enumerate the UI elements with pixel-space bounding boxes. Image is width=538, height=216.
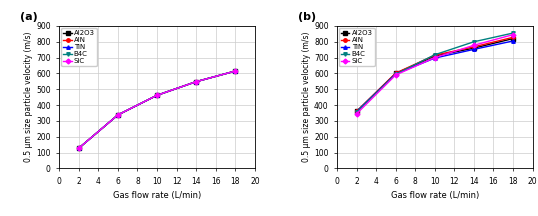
AlN	[193, 80, 200, 83]
SiC	[353, 113, 360, 115]
SiC	[75, 147, 82, 149]
Line: TiN: TiN	[77, 69, 237, 150]
B4C	[115, 114, 121, 116]
AlN	[392, 72, 399, 75]
Al2O3	[353, 110, 360, 113]
TiN	[353, 110, 360, 113]
AlN	[232, 70, 238, 72]
TiN	[510, 40, 516, 42]
SiC	[471, 44, 477, 46]
B4C	[471, 40, 477, 43]
SiC	[232, 70, 238, 72]
Legend: Al2O3, AlN, TiN, B4C, SiC: Al2O3, AlN, TiN, B4C, SiC	[61, 28, 97, 66]
Y-axis label: 0.5 μm size particle velocity (m/s): 0.5 μm size particle velocity (m/s)	[24, 32, 33, 162]
B4C	[232, 70, 238, 72]
Line: B4C: B4C	[77, 69, 237, 150]
TiN	[154, 94, 160, 97]
AlN	[471, 46, 477, 48]
AlN	[431, 54, 438, 57]
TiN	[392, 73, 399, 75]
B4C	[193, 80, 200, 83]
Line: Al2O3: Al2O3	[77, 69, 237, 150]
SiC	[392, 74, 399, 76]
B4C	[154, 94, 160, 97]
SiC	[154, 94, 160, 97]
SiC	[510, 33, 516, 36]
Al2O3	[193, 80, 200, 83]
B4C	[75, 147, 82, 149]
AlN	[154, 94, 160, 97]
Text: (b): (b)	[298, 12, 316, 22]
Al2O3	[232, 70, 238, 72]
Al2O3	[471, 47, 477, 49]
SiC	[431, 56, 438, 59]
Line: TiN: TiN	[355, 39, 515, 114]
TiN	[471, 48, 477, 51]
SiC	[193, 80, 200, 83]
Legend: Al2O3, AlN, TiN, B4C, SiC: Al2O3, AlN, TiN, B4C, SiC	[339, 28, 374, 66]
Line: AlN: AlN	[355, 36, 515, 113]
Text: (a): (a)	[20, 12, 38, 22]
B4C	[510, 32, 516, 34]
TiN	[431, 57, 438, 59]
TiN	[115, 114, 121, 116]
Line: Al2O3: Al2O3	[355, 37, 515, 113]
Line: AlN: AlN	[77, 69, 237, 150]
Al2O3	[154, 94, 160, 97]
Al2O3	[75, 147, 82, 149]
Y-axis label: 0.5 μm size particle velocity (m/s): 0.5 μm size particle velocity (m/s)	[302, 32, 312, 162]
TiN	[232, 70, 238, 72]
Line: SiC: SiC	[77, 69, 237, 150]
X-axis label: Gas flow rate (L/min): Gas flow rate (L/min)	[391, 191, 479, 200]
TiN	[75, 147, 82, 149]
AlN	[115, 114, 121, 116]
B4C	[431, 53, 438, 56]
Al2O3	[115, 114, 121, 116]
Al2O3	[510, 37, 516, 40]
AlN	[510, 36, 516, 39]
SiC	[115, 114, 121, 116]
B4C	[353, 111, 360, 114]
Line: SiC: SiC	[355, 33, 515, 116]
Al2O3	[431, 55, 438, 57]
AlN	[75, 147, 82, 149]
AlN	[353, 110, 360, 113]
Line: B4C: B4C	[355, 31, 515, 114]
B4C	[392, 73, 399, 76]
Al2O3	[392, 72, 399, 75]
X-axis label: Gas flow rate (L/min): Gas flow rate (L/min)	[113, 191, 201, 200]
TiN	[193, 80, 200, 83]
